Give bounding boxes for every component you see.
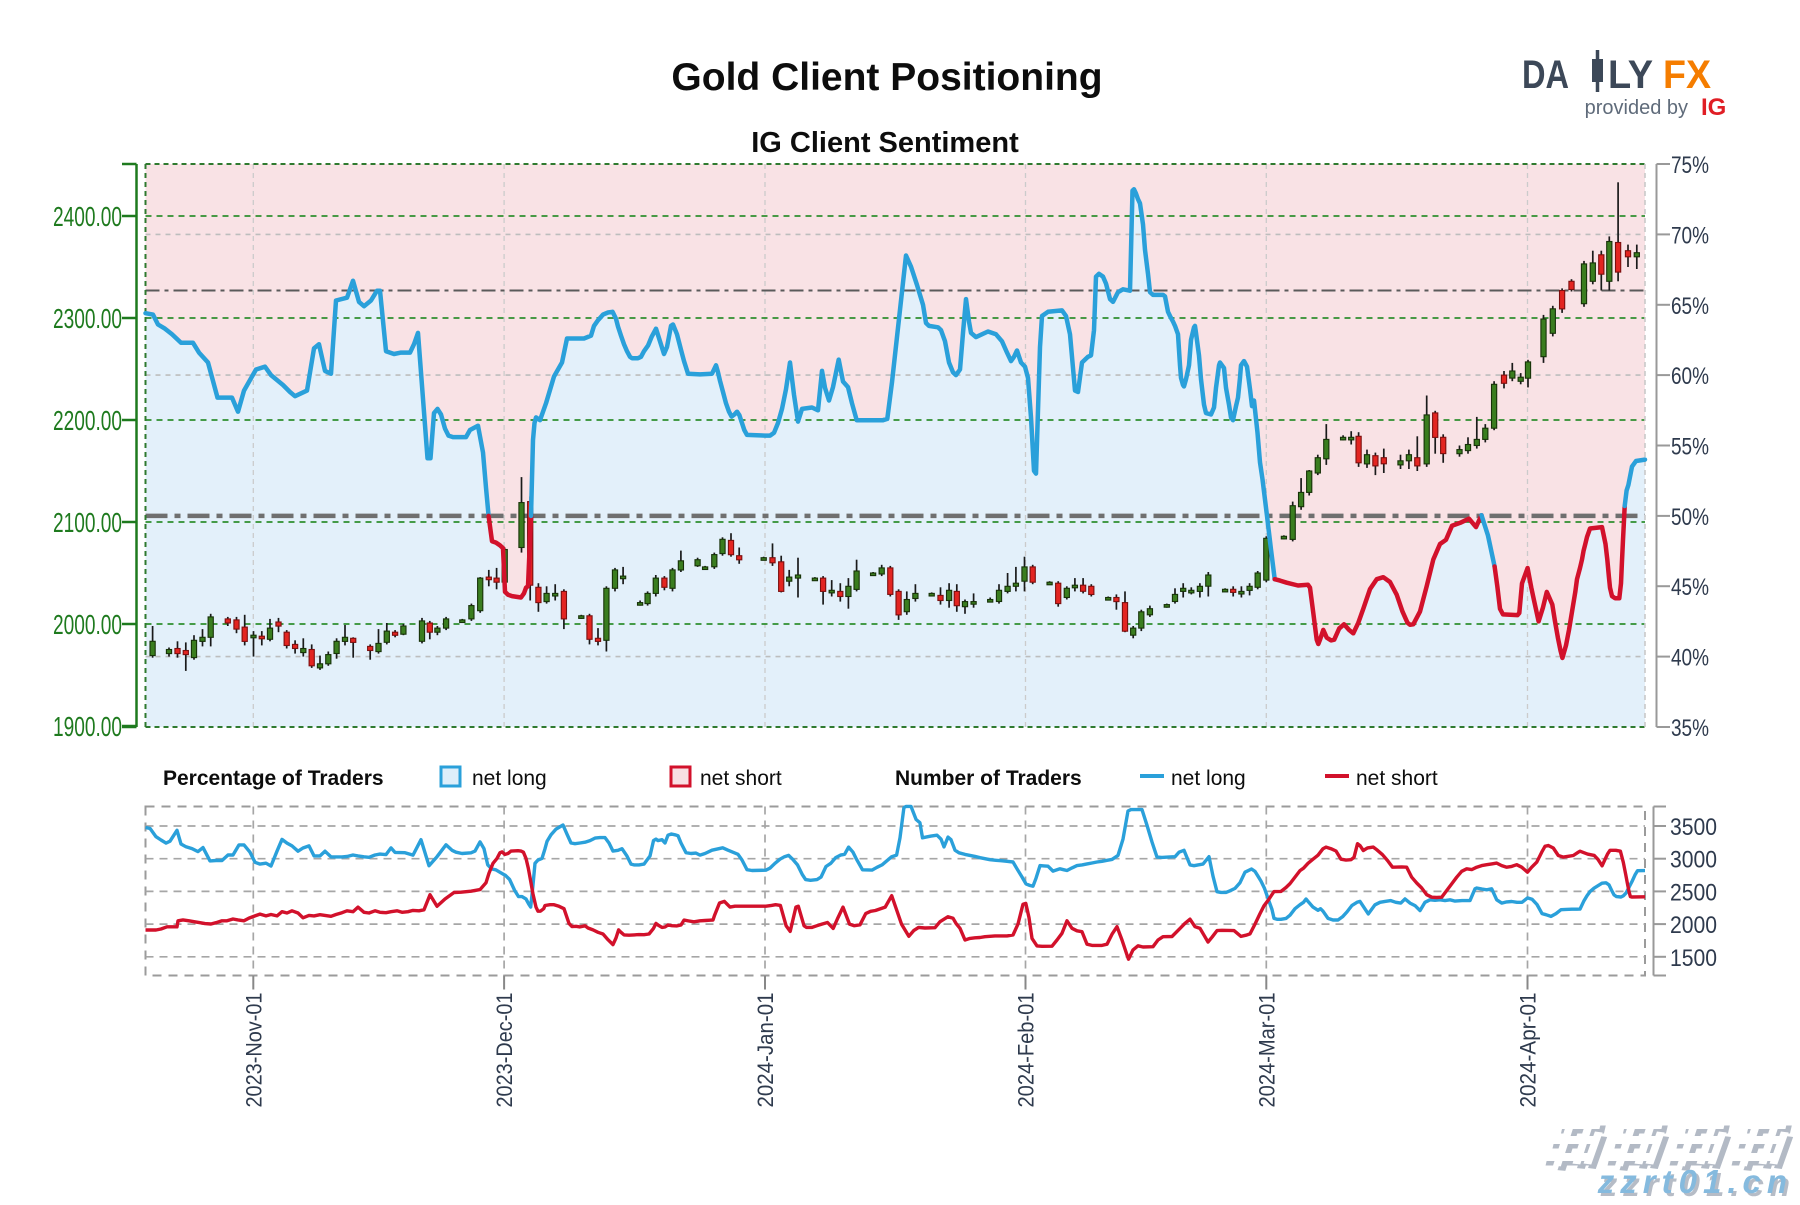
svg-text:3500: 3500 <box>1670 814 1717 841</box>
svg-text:40%: 40% <box>1671 645 1709 672</box>
svg-text:2300.00: 2300.00 <box>53 303 122 334</box>
svg-text:45%: 45% <box>1671 574 1709 601</box>
svg-text:zzrt01.cn: zzrt01.cn <box>1600 1166 1796 1200</box>
svg-text:2500: 2500 <box>1670 879 1717 906</box>
svg-text:2000: 2000 <box>1670 912 1717 939</box>
svg-text:Percentage of Traders: Percentage of Traders <box>163 767 384 790</box>
svg-text:2000.00: 2000.00 <box>53 609 122 640</box>
svg-text:70%: 70% <box>1671 222 1709 249</box>
svg-text:2023-Nov-01: 2023-Nov-01 <box>241 993 266 1108</box>
svg-text:net long: net long <box>472 767 547 790</box>
svg-text:2024-Apr-01: 2024-Apr-01 <box>1516 993 1541 1108</box>
svg-text:net short: net short <box>1356 767 1438 790</box>
svg-text:2400.00: 2400.00 <box>53 201 122 232</box>
svg-text:net long: net long <box>1171 767 1246 790</box>
svg-text:FX: FX <box>1663 53 1711 97</box>
svg-text:provided by: provided by <box>1585 97 1688 119</box>
svg-text:IG Client Sentiment: IG Client Sentiment <box>751 127 1019 159</box>
svg-text:net short: net short <box>700 767 782 790</box>
svg-text:35%: 35% <box>1671 715 1709 742</box>
svg-text:1500: 1500 <box>1670 945 1717 972</box>
svg-text:zzrt01.cn: zzrt01.cn <box>1597 1163 1793 1200</box>
svg-text:3000: 3000 <box>1670 847 1717 874</box>
svg-text:55%: 55% <box>1671 434 1709 461</box>
svg-text:2024-Jan-01: 2024-Jan-01 <box>753 993 778 1108</box>
svg-text:Gold Client Positioning: Gold Client Positioning <box>671 56 1102 99</box>
svg-text:2024-Feb-01: 2024-Feb-01 <box>1014 993 1039 1108</box>
svg-text:2200.00: 2200.00 <box>53 405 122 436</box>
svg-text:DA: DA <box>1522 53 1569 97</box>
svg-text:Number of Traders: Number of Traders <box>895 767 1082 790</box>
svg-text:2024-Mar-01: 2024-Mar-01 <box>1254 993 1279 1108</box>
svg-text:65%: 65% <box>1671 293 1709 320</box>
svg-text:75%: 75% <box>1671 152 1709 179</box>
svg-text:1900.00: 1900.00 <box>53 711 122 742</box>
svg-text:2023-Dec-01: 2023-Dec-01 <box>492 993 517 1108</box>
svg-text:IG: IG <box>1701 94 1726 121</box>
svg-text:LY: LY <box>1608 53 1653 97</box>
svg-text:2100.00: 2100.00 <box>53 507 122 538</box>
svg-text:60%: 60% <box>1671 363 1709 390</box>
svg-text:50%: 50% <box>1671 504 1709 531</box>
